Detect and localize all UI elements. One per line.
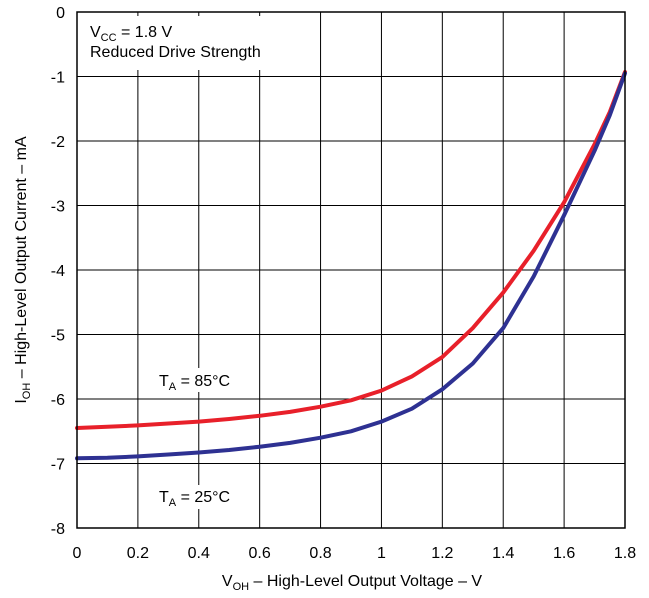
condition-line-1: VCC = 1.8 V <box>90 24 172 44</box>
condition-line-2: Reduced Drive Strength <box>90 44 261 61</box>
y-tick-label: -3 <box>51 199 65 216</box>
y-tick-label: -4 <box>51 263 65 280</box>
x-tick-labels: 0 0.2 0.4 0.6 0.8 1 1.2 1.4 1.6 1.8 <box>73 545 637 562</box>
y-tick-label: -2 <box>51 134 65 151</box>
label-25c-background <box>155 485 247 509</box>
y-tick-label: -8 <box>51 521 65 538</box>
y-tick-label: -7 <box>51 457 65 474</box>
label-85c-background <box>155 368 247 392</box>
condition-box <box>86 16 312 70</box>
x-tick-label: 0.4 <box>188 545 210 562</box>
y-tick-labels: 0 -1 -2 -3 -4 -5 -6 -7 -8 <box>51 5 65 538</box>
x-tick-label: 0.2 <box>127 545 149 562</box>
x-tick-label: 1 <box>377 545 386 562</box>
series-group <box>75 70 627 461</box>
plot-frame <box>76 11 626 529</box>
series-label-25c: TA = 25°C <box>159 489 230 509</box>
x-tick-label: 1.4 <box>492 545 514 562</box>
y-tick-label: -6 <box>51 392 65 409</box>
y-axis-label: IOH – High-Level Output Current – mA <box>13 136 33 404</box>
series-label-85c: TA = 85°C <box>159 373 230 393</box>
y-tick-label: -5 <box>51 328 65 345</box>
x-tick-label: 0.8 <box>309 545 331 562</box>
x-tick-label: 0 <box>73 545 82 562</box>
x-tick-label: 0.6 <box>249 545 271 562</box>
series-line-25c <box>75 71 627 461</box>
x-tick-label: 1.8 <box>614 545 636 562</box>
series-line-85c <box>75 70 627 430</box>
x-tick-label: 1.6 <box>553 545 575 562</box>
x-axis-label: VOH – High-Level Output Voltage – V <box>222 573 483 593</box>
y-tick-label: -1 <box>51 70 65 87</box>
y-tick-label: 0 <box>56 5 65 22</box>
x-tick-label: 1.2 <box>431 545 453 562</box>
